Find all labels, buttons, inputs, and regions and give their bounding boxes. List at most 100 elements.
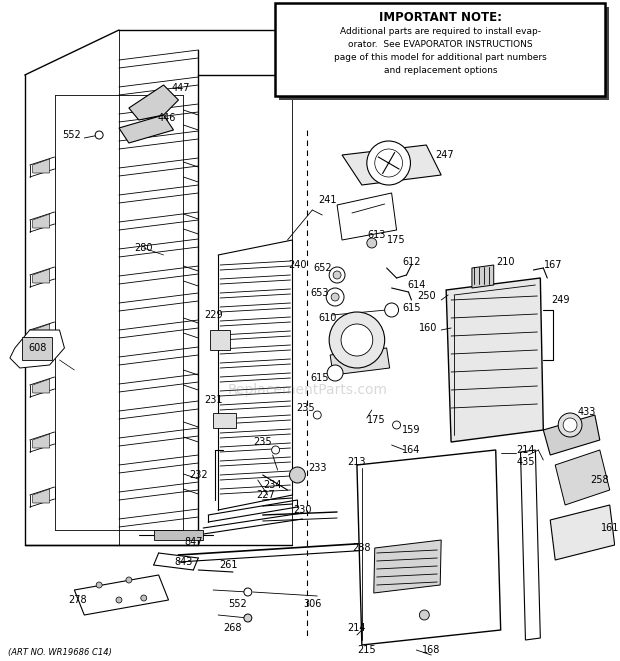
Text: 235: 235 bbox=[254, 437, 272, 447]
Circle shape bbox=[341, 324, 373, 356]
Text: orator.  See EVAPORATOR INSTRUCTIONS: orator. See EVAPORATOR INSTRUCTIONS bbox=[348, 40, 533, 49]
Polygon shape bbox=[154, 530, 203, 540]
Text: 234: 234 bbox=[264, 480, 282, 490]
Text: 227: 227 bbox=[256, 490, 275, 500]
Circle shape bbox=[290, 467, 306, 483]
Text: 175: 175 bbox=[368, 415, 386, 425]
Text: 447: 447 bbox=[171, 83, 190, 93]
Polygon shape bbox=[74, 575, 169, 615]
Circle shape bbox=[329, 312, 384, 368]
Text: 288: 288 bbox=[353, 543, 371, 553]
Text: 249: 249 bbox=[551, 295, 569, 305]
Text: 167: 167 bbox=[544, 260, 562, 270]
Text: IMPORTANT NOTE:: IMPORTANT NOTE: bbox=[379, 11, 502, 24]
Circle shape bbox=[374, 149, 402, 177]
Text: 247: 247 bbox=[435, 150, 453, 160]
Text: 258: 258 bbox=[590, 475, 609, 485]
Text: 278: 278 bbox=[68, 595, 87, 605]
Text: 231: 231 bbox=[204, 395, 223, 405]
Text: (ART NO. WR19686 C14): (ART NO. WR19686 C14) bbox=[8, 648, 112, 656]
Text: 615: 615 bbox=[310, 373, 329, 383]
Text: 250: 250 bbox=[417, 291, 436, 301]
Circle shape bbox=[272, 446, 280, 454]
Polygon shape bbox=[446, 278, 543, 442]
Circle shape bbox=[392, 421, 401, 429]
Text: 229: 229 bbox=[204, 310, 223, 320]
Circle shape bbox=[96, 582, 102, 588]
Polygon shape bbox=[550, 505, 614, 560]
Text: 213: 213 bbox=[348, 457, 366, 467]
Polygon shape bbox=[210, 330, 230, 350]
Text: 615: 615 bbox=[402, 303, 421, 313]
Polygon shape bbox=[22, 337, 51, 360]
Text: 240: 240 bbox=[288, 260, 307, 270]
Circle shape bbox=[558, 413, 582, 437]
Polygon shape bbox=[342, 145, 441, 185]
Circle shape bbox=[244, 614, 252, 622]
Text: 435: 435 bbox=[516, 457, 534, 467]
Text: 210: 210 bbox=[497, 257, 515, 267]
Circle shape bbox=[563, 418, 577, 432]
Text: 843: 843 bbox=[174, 557, 193, 567]
Text: 268: 268 bbox=[224, 623, 242, 633]
Text: 552: 552 bbox=[229, 599, 247, 609]
Text: 215: 215 bbox=[358, 645, 376, 655]
Polygon shape bbox=[119, 115, 174, 143]
Polygon shape bbox=[33, 214, 50, 228]
Circle shape bbox=[244, 588, 252, 596]
Text: 610: 610 bbox=[318, 313, 337, 323]
Circle shape bbox=[329, 267, 345, 283]
Circle shape bbox=[116, 597, 122, 603]
Text: 280: 280 bbox=[135, 243, 153, 253]
Polygon shape bbox=[129, 85, 179, 120]
Polygon shape bbox=[33, 324, 50, 338]
Polygon shape bbox=[555, 450, 609, 505]
Text: 159: 159 bbox=[402, 425, 421, 435]
Text: 614: 614 bbox=[407, 280, 425, 290]
Text: 608: 608 bbox=[29, 343, 47, 353]
Text: 652: 652 bbox=[313, 263, 332, 273]
Circle shape bbox=[367, 238, 377, 248]
Text: 613: 613 bbox=[368, 230, 386, 240]
Circle shape bbox=[95, 131, 103, 139]
Polygon shape bbox=[33, 434, 50, 448]
Polygon shape bbox=[357, 450, 501, 645]
Text: 233: 233 bbox=[308, 463, 327, 473]
Circle shape bbox=[313, 411, 321, 419]
Text: 552: 552 bbox=[62, 130, 81, 140]
Bar bbox=[280, 7, 609, 100]
Text: ReplacementParts.com: ReplacementParts.com bbox=[228, 383, 388, 397]
Circle shape bbox=[327, 365, 343, 381]
Circle shape bbox=[333, 271, 341, 279]
Polygon shape bbox=[33, 379, 50, 393]
Text: and replacement options: and replacement options bbox=[384, 66, 497, 75]
Circle shape bbox=[141, 595, 147, 601]
Text: page of this model for additional part numbers: page of this model for additional part n… bbox=[334, 53, 547, 62]
Text: 214: 214 bbox=[348, 623, 366, 633]
Polygon shape bbox=[33, 159, 50, 173]
Polygon shape bbox=[213, 413, 236, 428]
Text: 433: 433 bbox=[578, 407, 596, 417]
Circle shape bbox=[331, 293, 339, 301]
Polygon shape bbox=[33, 269, 50, 283]
Text: 241: 241 bbox=[318, 195, 337, 205]
Text: 164: 164 bbox=[402, 445, 420, 455]
Polygon shape bbox=[543, 415, 600, 455]
Circle shape bbox=[384, 303, 399, 317]
Polygon shape bbox=[337, 193, 397, 240]
Circle shape bbox=[126, 577, 132, 583]
Text: 847: 847 bbox=[184, 537, 203, 547]
Text: 168: 168 bbox=[422, 645, 440, 655]
Polygon shape bbox=[374, 540, 441, 593]
Bar bbox=[275, 3, 606, 96]
Polygon shape bbox=[521, 450, 541, 640]
Circle shape bbox=[367, 141, 410, 185]
Text: 214: 214 bbox=[516, 445, 534, 455]
Text: 160: 160 bbox=[419, 323, 438, 333]
Polygon shape bbox=[10, 330, 64, 368]
Polygon shape bbox=[330, 348, 389, 375]
Circle shape bbox=[419, 610, 429, 620]
Text: 232: 232 bbox=[189, 470, 208, 480]
Circle shape bbox=[326, 288, 344, 306]
Text: Additional parts are required to install evap-: Additional parts are required to install… bbox=[340, 27, 541, 36]
